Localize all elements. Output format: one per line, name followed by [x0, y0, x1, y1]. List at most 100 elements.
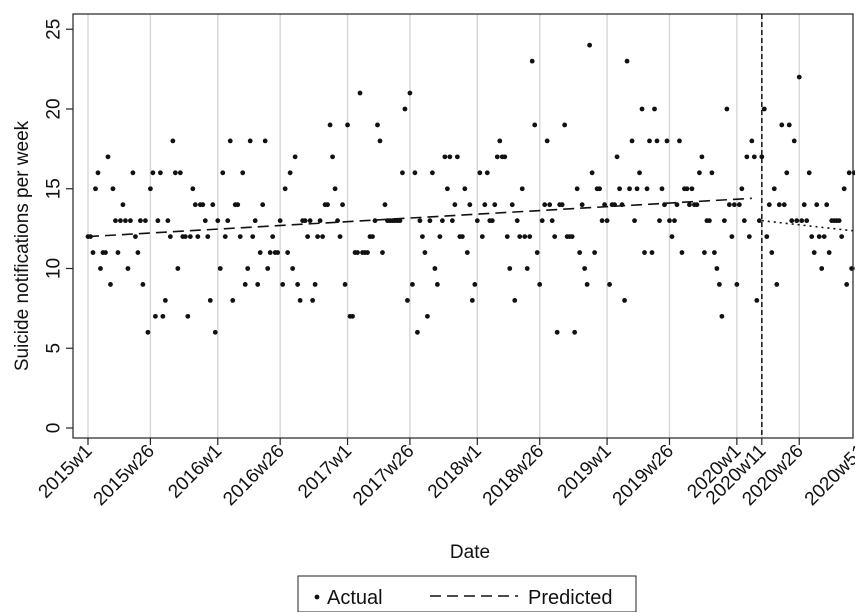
- data-point: [380, 250, 385, 255]
- data-point: [632, 218, 637, 224]
- y-axis-title: Suicide notifications per week: [12, 120, 33, 371]
- data-point: [819, 266, 825, 271]
- data-point: [142, 218, 148, 224]
- data-point: [811, 250, 817, 255]
- grid-lines: [87, 14, 800, 438]
- data-point: [447, 154, 453, 160]
- data-point: [432, 266, 438, 271]
- data-point: [185, 313, 191, 319]
- data-point: [207, 298, 213, 303]
- x-tick-label: 2020w51: [801, 441, 855, 510]
- data-point: [836, 218, 842, 224]
- data-point: [789, 218, 795, 224]
- data-point: [469, 298, 475, 303]
- legend-actual-marker: [314, 594, 320, 600]
- data-point: [769, 250, 775, 255]
- data-point: [687, 202, 692, 208]
- data-point: [721, 218, 727, 224]
- data-point: [644, 186, 650, 192]
- data-point: [751, 154, 757, 160]
- data-point: [195, 234, 201, 240]
- data-point: [118, 218, 123, 224]
- data-point: [522, 234, 528, 240]
- legend-predicted-label: Predicted: [528, 587, 613, 609]
- data-point: [292, 154, 298, 160]
- data-point: [739, 186, 745, 192]
- y-tick-label: 5: [44, 343, 65, 354]
- data-point: [108, 282, 113, 287]
- data-point: [604, 218, 610, 224]
- data-point: [297, 298, 303, 303]
- data-point: [649, 250, 655, 255]
- x-tick-label: 2018w26: [479, 441, 548, 510]
- data-point: [370, 234, 375, 240]
- data-point: [664, 138, 670, 144]
- data-point: [405, 298, 410, 303]
- data-points: [85, 42, 855, 335]
- data-point: [402, 106, 408, 112]
- data-point: [190, 186, 196, 192]
- data-point: [554, 329, 560, 335]
- data-point: [350, 313, 355, 319]
- data-point: [674, 202, 680, 208]
- x-tick-label: 2015w26: [90, 441, 159, 510]
- data-point: [400, 170, 405, 176]
- data-point: [220, 170, 226, 176]
- data-point: [512, 298, 518, 303]
- data-point: [652, 106, 657, 112]
- data-point: [771, 186, 777, 192]
- data-point: [120, 202, 126, 208]
- data-point: [442, 154, 448, 160]
- data-point: [607, 282, 612, 287]
- data-point: [766, 202, 772, 208]
- data-point: [532, 122, 538, 128]
- data-point: [135, 250, 141, 255]
- data-point: [172, 170, 178, 176]
- data-point: [539, 218, 545, 224]
- data-point: [93, 186, 98, 192]
- data-point: [177, 170, 183, 176]
- data-point: [162, 298, 168, 303]
- data-point: [439, 218, 445, 224]
- data-point: [407, 90, 413, 96]
- data-point: [125, 266, 131, 271]
- data-point: [267, 250, 273, 255]
- data-point: [429, 170, 435, 176]
- data-point: [677, 138, 682, 144]
- data-point: [702, 250, 707, 255]
- data-point: [592, 250, 598, 255]
- data-point: [779, 122, 785, 128]
- data-point: [337, 234, 343, 240]
- data-point: [582, 266, 588, 271]
- data-point: [804, 218, 810, 224]
- data-point: [814, 202, 820, 208]
- data-point: [133, 234, 138, 240]
- data-point: [262, 138, 268, 144]
- data-point: [514, 218, 520, 224]
- data-point: [235, 202, 241, 208]
- data-point: [716, 282, 722, 287]
- data-point: [345, 122, 350, 128]
- data-point: [806, 170, 812, 176]
- data-point: [160, 313, 166, 319]
- data-point: [240, 170, 246, 176]
- data-point: [534, 250, 540, 255]
- x-tick-label: 2018w1: [424, 441, 486, 503]
- data-point: [759, 154, 765, 160]
- data-point: [175, 266, 181, 271]
- data-point: [492, 202, 498, 208]
- data-point: [731, 202, 737, 208]
- data-point: [542, 202, 548, 208]
- data-point: [467, 202, 473, 208]
- data-point: [250, 234, 256, 240]
- data-point: [801, 202, 807, 208]
- data-point: [110, 186, 116, 192]
- data-point: [332, 186, 338, 192]
- data-point: [200, 202, 206, 208]
- data-point: [657, 218, 662, 224]
- x-tick-label: 2016w26: [219, 441, 288, 510]
- data-point: [422, 250, 428, 255]
- x-tick-label: 2019w1: [554, 441, 616, 503]
- data-point: [552, 234, 558, 240]
- data-point: [375, 122, 380, 128]
